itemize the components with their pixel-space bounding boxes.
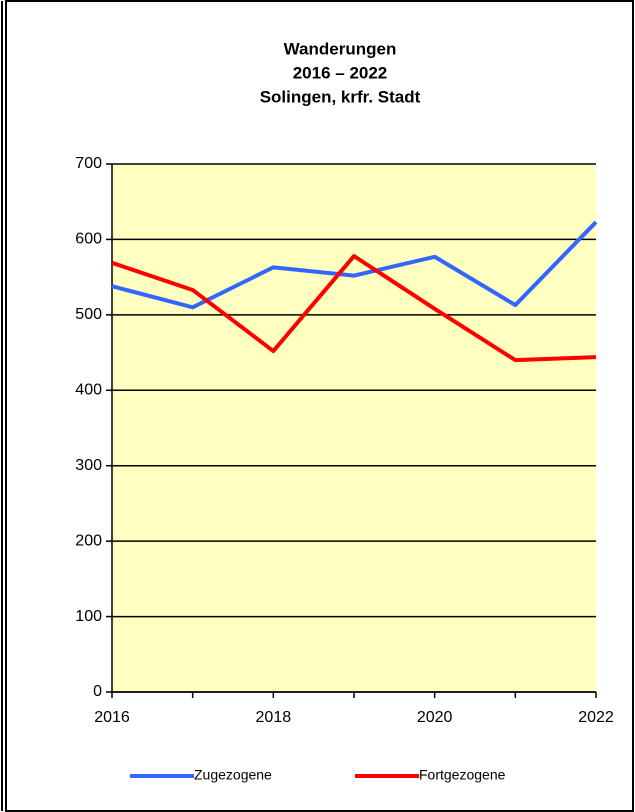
chart-title: Wanderungen	[284, 39, 397, 58]
legend-label: Zugezogene	[194, 767, 272, 783]
x-tick-label: 2016	[94, 709, 130, 726]
series-line	[111, 220, 598, 310]
y-tick-label: 100	[75, 608, 102, 625]
y-tick-label: 0	[93, 683, 102, 700]
x-tick-label: 2020	[417, 709, 453, 726]
y-tick-label: 400	[75, 382, 102, 399]
plot-area	[112, 164, 596, 692]
frame-edge	[1, 1, 3, 811]
y-tick-label: 600	[75, 231, 102, 248]
y-tick-label: 700	[75, 155, 102, 172]
chart-title: 2016 – 2022	[293, 63, 388, 82]
y-tick-label: 300	[75, 457, 102, 474]
chart-title: Solingen, krfr. Stadt	[260, 87, 421, 106]
frame	[5, 0, 634, 812]
y-tick-label: 500	[75, 306, 102, 323]
y-tick-label: 200	[75, 532, 102, 549]
x-tick-label: 2018	[256, 709, 292, 726]
x-tick-label: 2022	[578, 709, 614, 726]
legend-label: Fortgezogene	[419, 767, 506, 783]
series-line	[111, 254, 597, 363]
